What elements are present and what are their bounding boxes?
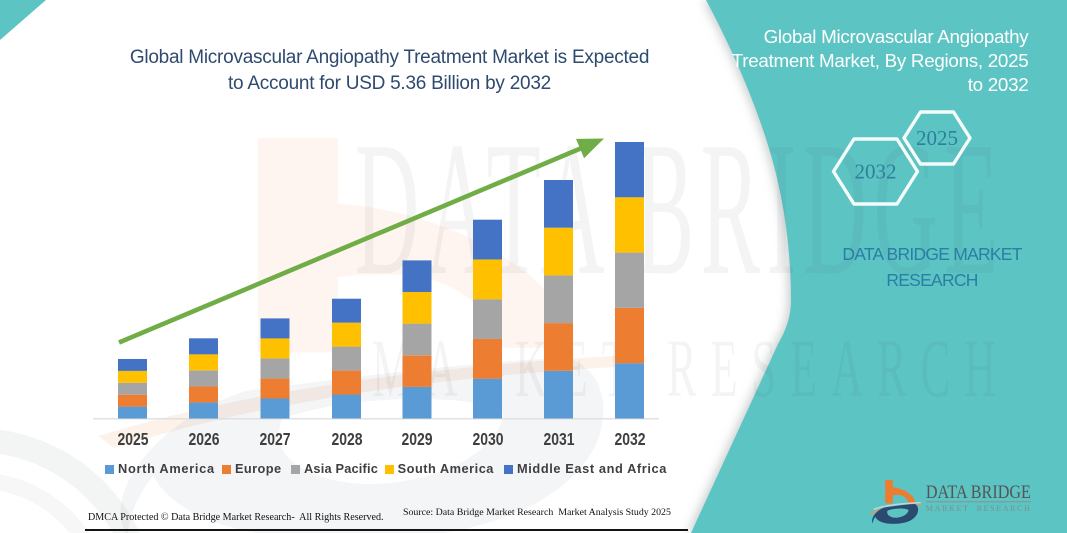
svg-text:2025: 2025: [916, 126, 958, 150]
svg-text:2032: 2032: [855, 160, 897, 184]
svg-text:MARKET RESEARCH: MARKET RESEARCH: [926, 504, 1030, 513]
svg-text:DATA BRIDGE: DATA BRIDGE: [926, 482, 1031, 503]
